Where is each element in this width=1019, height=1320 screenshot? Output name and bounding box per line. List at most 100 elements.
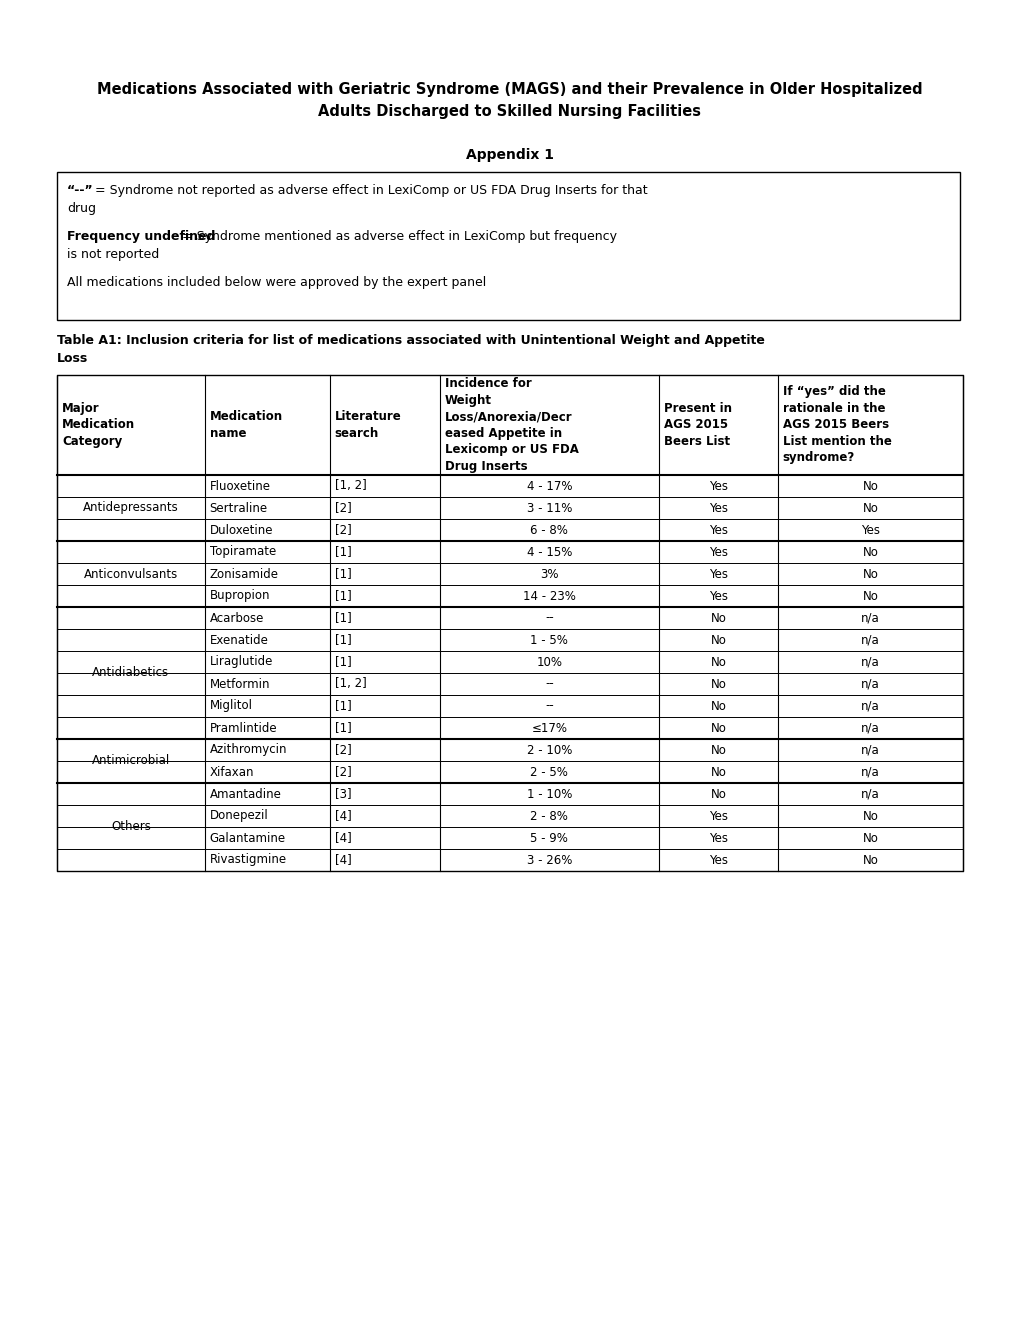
Text: n/a: n/a bbox=[860, 700, 879, 713]
Text: 3 - 26%: 3 - 26% bbox=[526, 854, 572, 866]
Text: Yes: Yes bbox=[708, 502, 728, 515]
Bar bbox=[57, 172, 959, 319]
Text: 10%: 10% bbox=[536, 656, 561, 668]
Text: 2 - 5%: 2 - 5% bbox=[530, 766, 568, 779]
Text: Yes: Yes bbox=[708, 832, 728, 845]
Text: --: -- bbox=[544, 700, 553, 713]
Text: No: No bbox=[862, 854, 877, 866]
Text: Antidiabetics: Antidiabetics bbox=[92, 667, 169, 680]
Text: Amantadine: Amantadine bbox=[210, 788, 281, 800]
Text: Topiramate: Topiramate bbox=[210, 545, 276, 558]
Text: Bupropion: Bupropion bbox=[210, 590, 270, 602]
Text: [1]: [1] bbox=[334, 545, 352, 558]
Text: 3%: 3% bbox=[540, 568, 558, 581]
Text: No: No bbox=[862, 832, 877, 845]
Text: Yes: Yes bbox=[708, 524, 728, 536]
Text: [2]: [2] bbox=[334, 524, 352, 536]
Text: No: No bbox=[862, 568, 877, 581]
Text: 1 - 10%: 1 - 10% bbox=[526, 788, 572, 800]
Text: Yes: Yes bbox=[708, 809, 728, 822]
Text: [3]: [3] bbox=[334, 788, 352, 800]
Text: n/a: n/a bbox=[860, 677, 879, 690]
Text: No: No bbox=[862, 479, 877, 492]
Text: Medications Associated with Geriatric Syndrome (MAGS) and their Prevalence in Ol: Medications Associated with Geriatric Sy… bbox=[97, 82, 922, 96]
Text: Yes: Yes bbox=[708, 854, 728, 866]
Text: [2]: [2] bbox=[334, 502, 352, 515]
Text: Adults Discharged to Skilled Nursing Facilities: Adults Discharged to Skilled Nursing Fac… bbox=[318, 104, 701, 119]
Text: Miglitol: Miglitol bbox=[210, 700, 253, 713]
Text: --: -- bbox=[544, 611, 553, 624]
Text: n/a: n/a bbox=[860, 743, 879, 756]
Text: n/a: n/a bbox=[860, 611, 879, 624]
Text: Present in
AGS 2015
Beers List: Present in AGS 2015 Beers List bbox=[663, 403, 732, 447]
Text: [1, 2]: [1, 2] bbox=[334, 479, 366, 492]
Text: Pramlintide: Pramlintide bbox=[210, 722, 277, 734]
Text: No: No bbox=[709, 700, 726, 713]
Text: Table A1: Inclusion criteria for list of medications associated with Unintention: Table A1: Inclusion criteria for list of… bbox=[57, 334, 764, 347]
Text: 14 - 23%: 14 - 23% bbox=[523, 590, 576, 602]
Bar bbox=[57, 375, 962, 871]
Text: n/a: n/a bbox=[860, 722, 879, 734]
Text: [1]: [1] bbox=[334, 634, 352, 647]
Text: Xifaxan: Xifaxan bbox=[210, 766, 254, 779]
Text: 6 - 8%: 6 - 8% bbox=[530, 524, 568, 536]
Text: Exenatide: Exenatide bbox=[210, 634, 268, 647]
Text: 1 - 5%: 1 - 5% bbox=[530, 634, 568, 647]
Text: Zonisamide: Zonisamide bbox=[210, 568, 278, 581]
Text: [1]: [1] bbox=[334, 611, 352, 624]
Text: No: No bbox=[862, 502, 877, 515]
Text: [4]: [4] bbox=[334, 809, 352, 822]
Text: Appendix 1: Appendix 1 bbox=[466, 148, 553, 162]
Text: Yes: Yes bbox=[708, 590, 728, 602]
Text: No: No bbox=[709, 656, 726, 668]
Text: [1]: [1] bbox=[334, 568, 352, 581]
Text: 2 - 10%: 2 - 10% bbox=[526, 743, 572, 756]
Text: Metformin: Metformin bbox=[210, 677, 270, 690]
Text: No: No bbox=[709, 611, 726, 624]
Text: [1]: [1] bbox=[334, 722, 352, 734]
Text: No: No bbox=[709, 634, 726, 647]
Text: [4]: [4] bbox=[334, 832, 352, 845]
Text: Antimicrobial: Antimicrobial bbox=[92, 755, 170, 767]
Text: “--”: “--” bbox=[67, 183, 94, 197]
Text: is not reported: is not reported bbox=[67, 248, 159, 261]
Text: drug: drug bbox=[67, 202, 96, 215]
Text: [4]: [4] bbox=[334, 854, 352, 866]
Text: No: No bbox=[862, 545, 877, 558]
Text: No: No bbox=[709, 766, 726, 779]
Text: Azithromycin: Azithromycin bbox=[210, 743, 287, 756]
Text: n/a: n/a bbox=[860, 788, 879, 800]
Text: 2 - 8%: 2 - 8% bbox=[530, 809, 568, 822]
Text: Fluoxetine: Fluoxetine bbox=[210, 479, 270, 492]
Text: Yes: Yes bbox=[860, 524, 879, 536]
Text: Galantamine: Galantamine bbox=[210, 832, 285, 845]
Text: --: -- bbox=[544, 677, 553, 690]
Text: n/a: n/a bbox=[860, 634, 879, 647]
Text: No: No bbox=[709, 677, 726, 690]
Text: [1]: [1] bbox=[334, 590, 352, 602]
Text: No: No bbox=[862, 590, 877, 602]
Text: [2]: [2] bbox=[334, 766, 352, 779]
Text: = Syndrome mentioned as adverse effect in LexiComp but frequency: = Syndrome mentioned as adverse effect i… bbox=[181, 230, 616, 243]
Text: Acarbose: Acarbose bbox=[210, 611, 264, 624]
Text: Medication
name: Medication name bbox=[210, 411, 282, 440]
Text: Duloxetine: Duloxetine bbox=[210, 524, 273, 536]
Text: Yes: Yes bbox=[708, 545, 728, 558]
Text: No: No bbox=[709, 743, 726, 756]
Text: [1]: [1] bbox=[334, 656, 352, 668]
Text: Yes: Yes bbox=[708, 479, 728, 492]
Text: Anticonvulsants: Anticonvulsants bbox=[84, 568, 177, 581]
Text: [2]: [2] bbox=[334, 743, 352, 756]
Text: Others: Others bbox=[111, 821, 151, 833]
Text: Loss: Loss bbox=[57, 352, 89, 366]
Text: ≤17%: ≤17% bbox=[531, 722, 567, 734]
Text: = Syndrome not reported as adverse effect in LexiComp or US FDA Drug Inserts for: = Syndrome not reported as adverse effec… bbox=[95, 183, 647, 197]
Text: No: No bbox=[709, 722, 726, 734]
Text: Rivastigmine: Rivastigmine bbox=[210, 854, 286, 866]
Text: Yes: Yes bbox=[708, 568, 728, 581]
Text: No: No bbox=[862, 809, 877, 822]
Text: Incidence for
Weight
Loss/Anorexia/Decr
eased Appetite in
Lexicomp or US FDA
Dru: Incidence for Weight Loss/Anorexia/Decr … bbox=[444, 378, 578, 473]
Text: No: No bbox=[709, 788, 726, 800]
Text: 3 - 11%: 3 - 11% bbox=[526, 502, 572, 515]
Text: [1]: [1] bbox=[334, 700, 352, 713]
